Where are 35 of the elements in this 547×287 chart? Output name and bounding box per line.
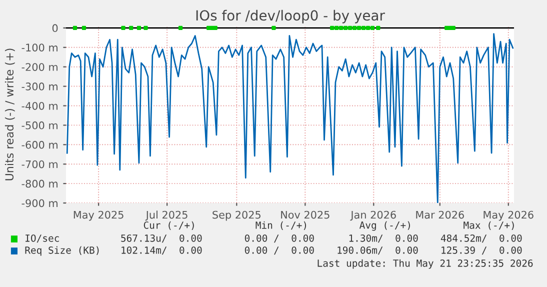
x-tick-label: Jan 2026 <box>350 210 396 221</box>
chart-title: IOs for /dev/loop0 - by year <box>196 10 385 24</box>
x-tick-label: Sep 2025 <box>212 210 260 221</box>
y-tick-label: -400 m <box>22 102 58 110</box>
x-tick-label: May 2026 <box>484 210 534 221</box>
text: Last update: Thu May 21 23:25:35 2026 <box>318 259 533 269</box>
x-tick-label: Nov 2025 <box>281 210 330 219</box>
text: 1.30m/ 0.00 <box>349 234 418 243</box>
y-tick-label: -700 m <box>22 160 58 168</box>
text: 125.39 / 0.00 <box>442 246 522 255</box>
x-tick-label: Jul 2025 <box>145 210 188 221</box>
y-tick-label: -600 m <box>22 140 58 149</box>
y-tick-label: 0 <box>52 24 58 32</box>
text: 190.06m/ 0.00 <box>338 246 418 255</box>
y-axis-title: Units read (-) / write (+) <box>4 48 15 180</box>
text: Max (-/+) <box>464 221 514 230</box>
text: Avg (-/+) <box>359 221 410 231</box>
text: Cur (-/+) <box>144 221 194 230</box>
y-tick-label: -900 m <box>22 199 58 208</box>
legend-label: Req Size (KB) <box>25 246 99 256</box>
y-tick-label: -300 m <box>22 82 58 90</box>
line-series <box>66 33 514 203</box>
y-tick-label: -200 m <box>22 63 58 71</box>
text: 102.14m/ 0.00 <box>122 246 202 255</box>
text: 567.13u/ 0.00 <box>121 234 202 243</box>
y-tick-label: -100 m <box>22 44 58 52</box>
x-tick-label: Mar 2026 <box>416 210 464 219</box>
legend-label: IO/sec <box>26 234 59 243</box>
x-tick-label: May 2025 <box>74 210 124 221</box>
y-tick-label: -500 m <box>22 121 58 130</box>
text: 0.00 / 0.00 <box>244 234 314 243</box>
text: Min (-/+) <box>256 221 306 230</box>
text: 0.00 / 0.00 <box>244 246 314 255</box>
text: 484.52m/ 0.00 <box>440 234 522 243</box>
y-tick-label: -800 m <box>22 180 58 188</box>
